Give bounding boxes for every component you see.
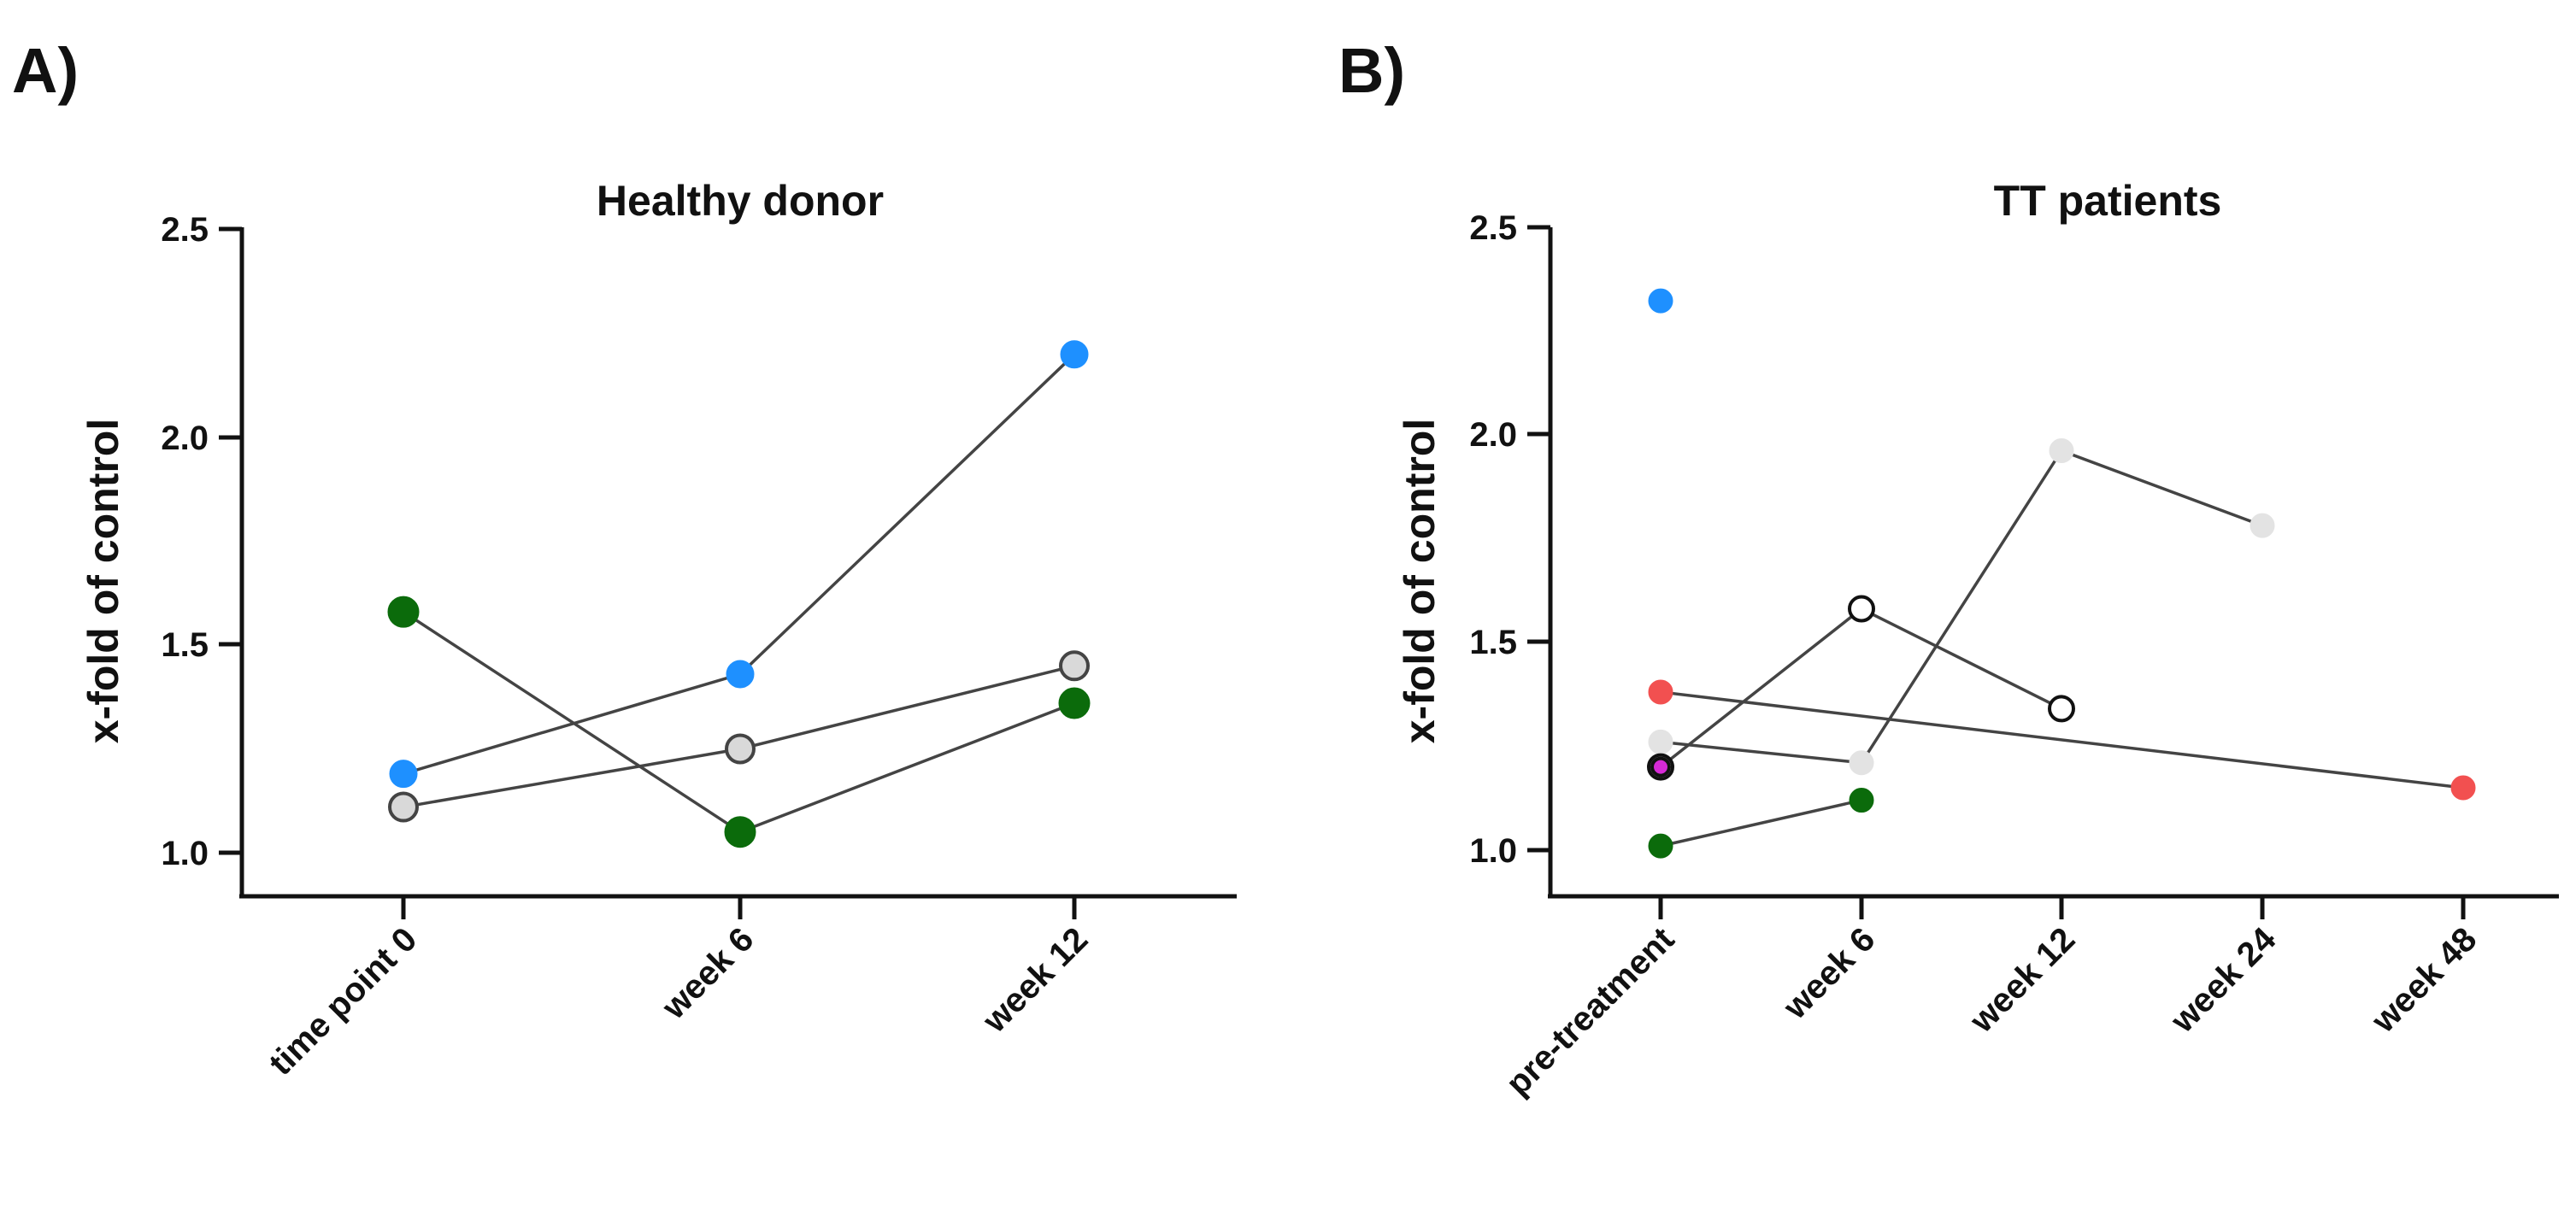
panel-b-y-tick-label: 2.5 — [1469, 209, 1517, 247]
panel-b-data-point-red-patient — [2450, 775, 2476, 801]
panel-a-series-line-blue-donor — [403, 353, 1076, 776]
panel-b-y-tick-label: 1.0 — [1469, 832, 1517, 870]
panel-b-data-point-magenta-patient — [1650, 756, 1671, 778]
panel-b-data-point-light-grey-patient — [1849, 750, 1874, 776]
panel-b-y-axis-label: x-fold of control — [1396, 419, 1444, 744]
panel-a-y-tick-label: 1.5 — [161, 626, 209, 664]
panel-b-x-tick-label: week 12 — [1962, 920, 2082, 1040]
panel-b-y-tick-label: 1.5 — [1469, 624, 1517, 661]
panel-b-label: B) — [1338, 35, 1405, 106]
panel-b-data-point-light-grey-patient — [2049, 437, 2074, 463]
panel-b-series-line-light-grey-patient — [1660, 449, 2263, 765]
panel-b-data-point-light-grey-patient — [1648, 729, 1673, 754]
panel-a-y-tick-label: 2.5 — [161, 211, 209, 249]
panel-a-data-point-blue-donor — [726, 660, 755, 689]
panel-b-y-tick-label: 2.0 — [1469, 416, 1517, 454]
panel-a-title: Healthy donor — [597, 177, 884, 225]
panel-b-title: TT patients — [1994, 177, 2222, 225]
panel-b-data-point-open-circle-patient — [1848, 595, 1875, 623]
panel-b-data-point-green-patient — [1648, 833, 1673, 859]
panel-b-series-lines — [1659, 449, 2464, 848]
panel-a-series-line-green-donor — [403, 610, 1075, 834]
panel-b-data-points — [1647, 288, 2476, 859]
panel-a-data-point-blue-donor — [1060, 340, 1089, 369]
panel-a-y-ticks: 1.0 1.5 2.0 2.5 — [161, 211, 242, 872]
panel-a-data-point-blue-donor — [389, 760, 418, 789]
panel-a-data-point-grey-donor — [725, 733, 756, 765]
panel-b-data-point-blue-patient — [1648, 288, 1673, 314]
panel-a-x-tick-label: week 12 — [975, 920, 1095, 1040]
panel-b-x-ticks: pre-treatment week 6 week 12 week 24 wee… — [1499, 896, 2484, 1103]
panel-b-y-ticks: 1.0 1.5 2.0 2.5 — [1469, 209, 1550, 870]
panel-b-data-point-green-patient — [1849, 788, 1874, 813]
panel-b-series-line-green-patient — [1660, 798, 1862, 848]
panel-a-x-tick-label: week 6 — [655, 920, 762, 1027]
panel-b-x-tick-label: week 6 — [1776, 920, 1883, 1027]
panel-a-healthy-donor: A) Healthy donor x-fold of control 1.0 1… — [12, 35, 1237, 1083]
panel-a-y-tick-label: 2.0 — [161, 420, 209, 457]
panel-b-tt-patients: B) TT patients x-fold of control 1.0 1.5… — [1338, 35, 2559, 1103]
panel-b-data-point-red-patient — [1648, 679, 1673, 705]
panel-a-data-point-grey-donor — [388, 791, 419, 823]
panel-b-series-line-red-patient — [1660, 690, 2464, 789]
panel-b-x-tick-label: pre-treatment — [1499, 920, 1681, 1102]
panel-b-x-tick-label: week 24 — [2163, 920, 2284, 1041]
panel-a-data-points — [387, 340, 1091, 848]
panel-a-y-tick-label: 1.0 — [161, 835, 209, 872]
panel-a-x-ticks: time point 0 week 6 week 12 — [262, 896, 1095, 1083]
panel-b-data-point-light-grey-patient — [2250, 513, 2275, 538]
panel-b-series-line-open-circle-patient — [1659, 607, 2062, 768]
panel-a-x-tick-label: time point 0 — [262, 920, 425, 1083]
panel-a-label: A) — [12, 35, 79, 106]
panel-b-data-point-open-circle-patient — [2048, 695, 2075, 723]
panel-a-y-axis-label: x-fold of control — [79, 419, 127, 744]
panel-a-data-point-green-donor — [1058, 687, 1091, 719]
panel-a-data-point-green-donor — [387, 596, 420, 628]
panel-b-x-tick-label: week 48 — [2364, 920, 2484, 1040]
panel-a-data-point-grey-donor — [1059, 650, 1090, 682]
panel-a-data-point-green-donor — [724, 816, 756, 848]
